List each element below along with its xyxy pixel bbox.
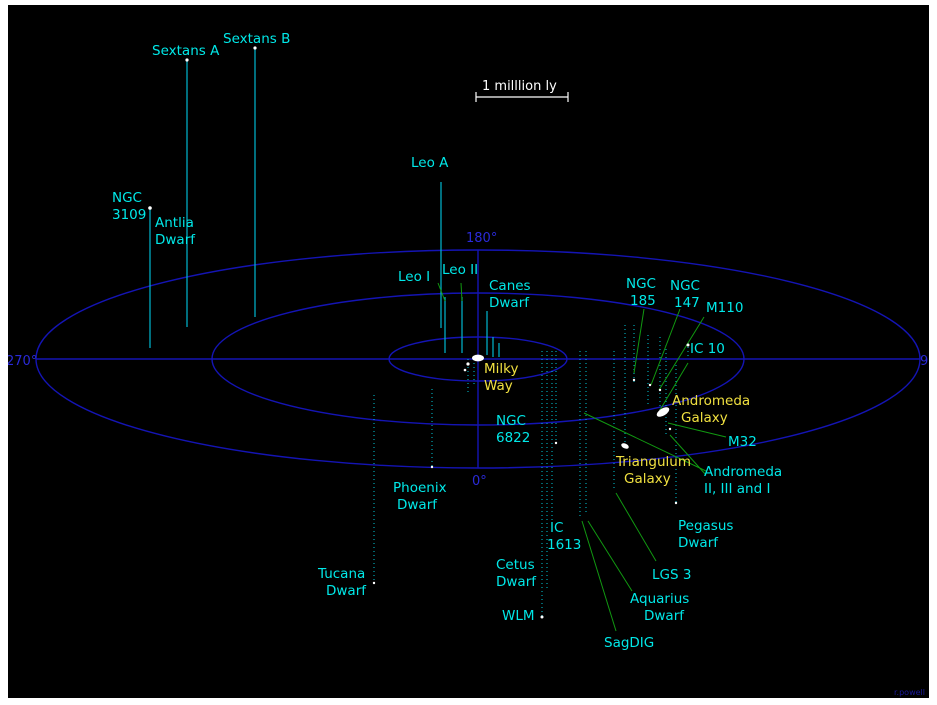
label-pegasus-dwarf-2: Dwarf: [678, 535, 719, 551]
scale-bar: 1 milllion ly: [475, 79, 569, 102]
pegasus-dot: [674, 501, 678, 505]
axis-label-180: 180°: [466, 231, 497, 246]
label-leo-i: Leo I: [398, 269, 430, 285]
label-andromeda-galaxy-2: Galaxy: [681, 410, 728, 426]
label-ngc-147: NGC: [670, 278, 700, 294]
label-tucana-dwarf: Tucana: [317, 566, 365, 582]
label-milky-way: Milky: [484, 361, 518, 377]
label-andromeda-galaxy: Andromeda: [672, 393, 750, 409]
ic-10-dot: [686, 343, 690, 347]
label-ngc-147-2: 147: [674, 295, 700, 311]
label-lgs-3: LGS 3: [652, 567, 691, 583]
label-pegasus-dwarf: Pegasus: [678, 518, 733, 534]
leader-leo-i: [437, 282, 446, 302]
label-triangulum-galaxy-2: Galaxy: [624, 471, 671, 487]
sextans-a-dot: [185, 58, 189, 62]
sextans-b-dot: [253, 46, 257, 50]
local-group-map: 180° 0° 90° 270° 1 milllion ly: [8, 5, 929, 698]
label-milky-way-2: Way: [484, 378, 513, 394]
label-sextans-a: Sextans A: [152, 43, 220, 59]
leader-lgs-3: [615, 492, 657, 562]
label-ngc-185-2: 185: [630, 293, 656, 309]
ngc-185-dot: [632, 378, 636, 382]
andromeda-disk: [656, 407, 670, 417]
wlm-dot: [540, 615, 544, 619]
leader-ngc-185: [633, 308, 645, 374]
label-ngc-185: NGC: [626, 276, 656, 292]
axis-label-0: 0°: [472, 474, 487, 489]
phoenix-dot: [430, 465, 434, 469]
triangulum-disk: [621, 443, 629, 449]
label-phoenix-dwarf-2: Dwarf: [397, 497, 438, 513]
leader-ic-10: [659, 362, 689, 411]
label-canes-dwarf-2: Dwarf: [489, 295, 530, 311]
label-aquarius-dwarf: Aquarius: [630, 591, 689, 607]
m32-dot: [668, 427, 672, 431]
label-ngc-6822: NGC: [496, 413, 526, 429]
leader-andromeda-sats: [583, 412, 707, 472]
label-antlia: Antlia: [155, 215, 194, 231]
tucana-dot: [372, 581, 376, 585]
label-ngc-6822-2: 6822: [496, 430, 530, 446]
ngc-3109-dot: [148, 206, 152, 210]
magellanic-cloud: [466, 362, 470, 366]
local-group-diagram: 180° 0° 90° 270° 1 milllion ly: [8, 31, 929, 697]
leader-sagdig: [581, 520, 617, 632]
label-canes-dwarf: Canes: [489, 278, 531, 294]
label-sagdig: SagDIG: [604, 635, 654, 651]
label-sextans-b: Sextans B: [223, 31, 290, 47]
leader-aquarius: [587, 520, 633, 592]
label-andromeda-satellites: Andromeda: [704, 464, 782, 480]
leader-ngc-147: [650, 308, 681, 386]
label-aquarius-dwarf-2: Dwarf: [644, 608, 685, 624]
milky-way-disk: [472, 354, 484, 362]
magellanic-cloud-2: [463, 368, 467, 372]
label-ngc-3109: NGC: [112, 190, 142, 206]
label-ic-1613: IC: [550, 520, 563, 536]
leader-andromeda-sats-2: [669, 434, 707, 476]
label-leo-ii: Leo II: [442, 262, 478, 278]
ngc-147-dot: [648, 383, 652, 387]
label-ic-10: IC 10: [690, 341, 725, 357]
ngc-6822-dot: [554, 441, 558, 445]
leader-leo-ii: [460, 282, 463, 302]
label-tucana-dwarf-2: Dwarf: [326, 583, 367, 599]
leader-m110: [658, 316, 705, 391]
label-cetus-dwarf-2: Dwarf: [496, 574, 537, 590]
label-m110: M110: [706, 300, 743, 316]
label-m32: M32: [728, 434, 757, 450]
label-cetus-dwarf: Cetus: [496, 557, 535, 573]
author-signature: r.powell: [894, 688, 925, 697]
axis-label-90: 90°: [920, 354, 929, 369]
label-ic-1613-2: 1613: [547, 537, 581, 553]
label-leo-a: Leo A: [411, 155, 449, 171]
label-phoenix-dwarf: Phoenix: [393, 480, 447, 496]
label-wlm: WLM: [502, 608, 535, 624]
label-antlia-2: Dwarf: [155, 232, 196, 248]
axis-label-270: 270°: [8, 354, 37, 369]
label-triangulum-galaxy: Triangulum: [615, 454, 691, 470]
scale-bar-label: 1 milllion ly: [482, 79, 557, 94]
m110-dot: [658, 388, 662, 392]
label-ngc-3109-2: 3109: [112, 207, 146, 223]
label-andromeda-satellites-2: II, III and I: [704, 481, 770, 497]
leader-m32: [667, 422, 727, 438]
